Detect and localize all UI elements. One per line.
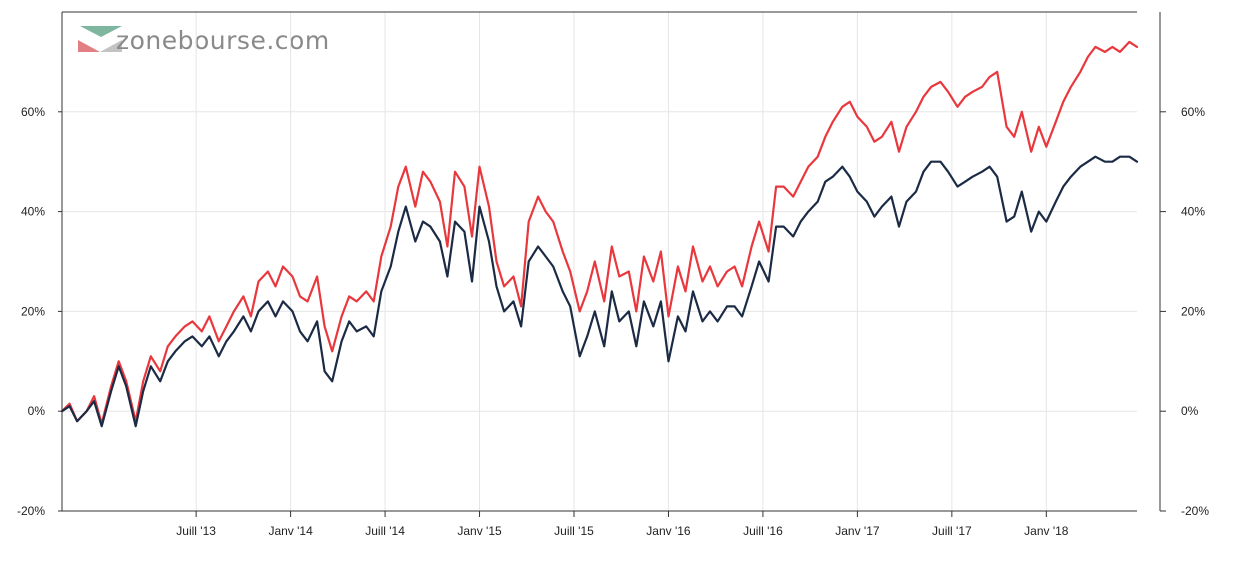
y-tick-label-left: 20%: [21, 304, 45, 318]
series-layer: [60, 40, 1139, 428]
x-tick-label: Janv '17: [835, 524, 880, 538]
x-tick-label: Juill '17: [932, 524, 972, 538]
x-tick-label: Janv '18: [1024, 524, 1069, 538]
logo-green-triangle: [80, 26, 122, 37]
x-tick-label: Juill '13: [176, 524, 216, 538]
x-tick-label: Janv '16: [646, 524, 691, 538]
x-tick-label: Janv '14: [268, 524, 313, 538]
y-tick-label-right: 60%: [1181, 105, 1205, 119]
x-tick-label: Juill '14: [365, 524, 405, 538]
y-tick-label-right: 20%: [1181, 304, 1205, 318]
x-tick-label: Juill '16: [743, 524, 783, 538]
y-tick-label-right: -20%: [1181, 504, 1209, 518]
y-tick-label-right: 0%: [1181, 404, 1199, 418]
y-tick-label-left: -20%: [17, 504, 45, 518]
labels-layer: -20% -20% 0% 0% 20% 20% 40% 40% 60% 60% Juill '13 J…: [17, 105, 1209, 538]
y-tick-label-right: 40%: [1181, 205, 1205, 219]
zonebourse-logo: zonebourse.com: [78, 26, 330, 55]
red-series-line: [60, 40, 1139, 425]
x-tick-label: Juill '15: [554, 524, 594, 538]
navy-series-line: [60, 155, 1139, 428]
axes-layer: [58, 11, 1166, 517]
y-tick-label-left: 60%: [21, 105, 45, 119]
x-tick-label: Janv '15: [457, 524, 502, 538]
y-tick-label-left: 40%: [21, 205, 45, 219]
logo-red-triangle: [78, 40, 100, 52]
y-tick-label-left: 0%: [28, 404, 46, 418]
brand-name: zonebourse.com: [116, 26, 330, 55]
logo-grey-triangle: [100, 40, 122, 52]
